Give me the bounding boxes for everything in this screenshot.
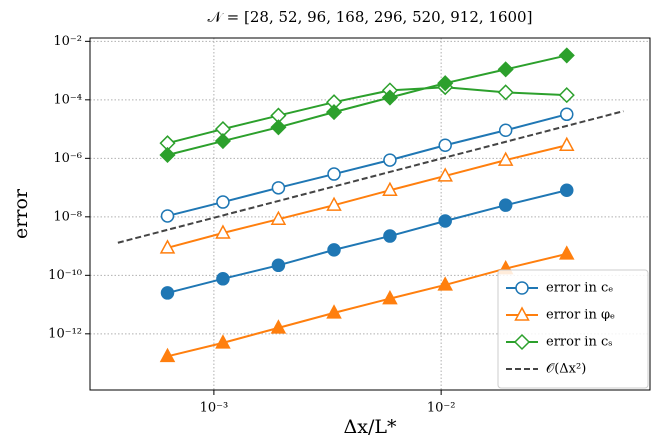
marker	[497, 84, 514, 101]
series-line	[167, 86, 567, 145]
marker	[382, 181, 398, 197]
series-line	[167, 189, 567, 294]
marker	[326, 304, 342, 319]
marker	[437, 75, 454, 92]
legend-label: error in cₑ	[546, 281, 613, 296]
marker	[498, 123, 513, 138]
series-line	[167, 252, 567, 358]
marker	[513, 333, 531, 351]
marker	[325, 104, 343, 121]
marker	[270, 319, 287, 334]
marker	[159, 239, 176, 254]
marker	[560, 183, 574, 198]
y-tick-label: 10⁻¹⁰	[48, 268, 82, 283]
marker	[438, 138, 452, 152]
marker	[326, 196, 342, 211]
marker	[438, 214, 452, 228]
y-tick-label: 10⁻⁸	[53, 209, 82, 224]
marker	[560, 107, 574, 122]
marker	[498, 198, 513, 212]
legend-box	[497, 269, 649, 389]
marker	[214, 132, 231, 150]
y-tick-label: 10⁻¹²	[48, 326, 82, 341]
marker	[514, 306, 530, 321]
marker	[270, 119, 287, 136]
marker	[558, 47, 575, 64]
marker	[381, 89, 398, 106]
series-line	[167, 144, 567, 249]
marker	[215, 334, 231, 349]
marker	[382, 290, 398, 305]
marker	[159, 146, 176, 164]
marker	[215, 224, 231, 239]
marker	[437, 167, 453, 182]
marker	[559, 245, 575, 260]
marker	[216, 195, 230, 209]
legend-label: 𝒪(Δx²)	[546, 362, 586, 377]
marker	[559, 136, 575, 151]
marker	[515, 281, 529, 295]
marker	[383, 229, 397, 243]
y-tick-label: 10⁻⁶	[53, 151, 82, 166]
marker	[558, 87, 575, 104]
plot-frame	[89, 37, 651, 391]
y-tick-label: 10⁻⁴	[53, 92, 82, 107]
marker	[327, 243, 341, 257]
x-axis-label: Δx/L*	[344, 416, 397, 438]
marker	[159, 347, 176, 363]
legend-label: error in φₑ	[546, 308, 615, 323]
marker	[160, 286, 175, 300]
chart-title: 𝒩 = [28, 52, 96, 168, 296, 520, 912, 160…	[208, 8, 533, 26]
marker	[216, 272, 230, 286]
marker	[383, 153, 397, 167]
marker	[497, 61, 514, 78]
marker	[271, 258, 286, 273]
series-line	[167, 54, 567, 156]
legend-label: error in cₛ	[546, 335, 613, 350]
x-tick-label: 10⁻²	[427, 401, 456, 416]
marker	[497, 151, 514, 166]
y-tick-label: 10⁻²	[53, 34, 82, 49]
series-line	[167, 113, 568, 217]
series-line	[117, 110, 624, 244]
marker	[327, 167, 341, 181]
marker	[271, 181, 286, 195]
marker	[270, 210, 287, 225]
marker	[437, 276, 453, 291]
x-tick-label: 10⁻³	[200, 401, 229, 416]
y-axis-label: error	[10, 188, 32, 239]
marker	[160, 209, 175, 223]
